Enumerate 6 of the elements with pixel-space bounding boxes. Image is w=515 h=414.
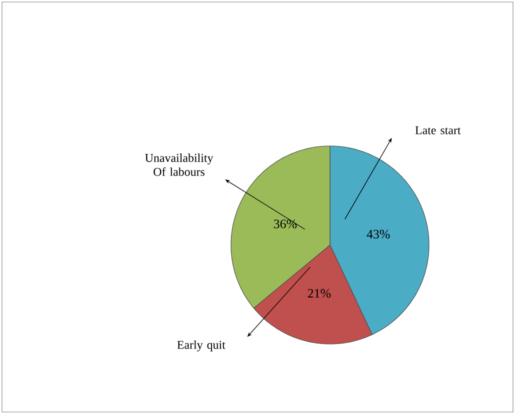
- slice-label: Late start: [415, 126, 461, 134]
- data-label: 21%: [308, 288, 331, 298]
- data-label: 43%: [366, 230, 390, 239]
- slice-label: Unavailability Of labours: [145, 154, 214, 176]
- slice-label: Early quit: [177, 340, 226, 352]
- data-label: 36%: [274, 220, 297, 228]
